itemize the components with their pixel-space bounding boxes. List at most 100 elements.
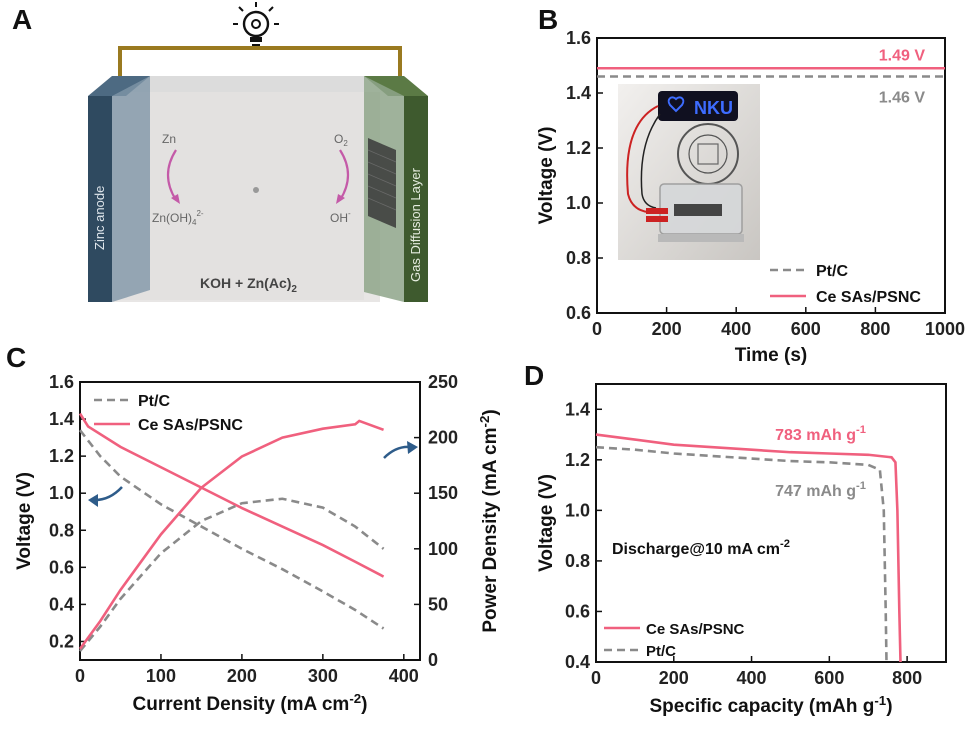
x-tick-label: 800: [860, 319, 890, 339]
gas-diffusion-layer-front: [404, 96, 428, 302]
y-tick-label: 1.4: [49, 409, 74, 429]
cathode-reaction-arrow: [339, 149, 350, 201]
y-tick-label: 1.4: [565, 399, 590, 419]
zincate-label: Zn(OH): [152, 211, 192, 225]
legend-label-ce: Ce SAs/PSNC: [138, 417, 243, 434]
x-tick-label: 100: [146, 666, 176, 686]
y-axis-label: Voltage (V): [536, 127, 557, 225]
x-tick-label: 200: [227, 666, 257, 686]
legend-label-pt: Pt/C: [816, 263, 848, 280]
x-axis-label: Time (s): [735, 345, 808, 366]
panel-letter-d: D: [524, 360, 545, 391]
y-tick-label: 0.8: [565, 551, 590, 571]
x-tick-label: 600: [814, 668, 844, 688]
zincate-sub: 4: [192, 218, 197, 227]
electrolyte-label: KOH + Zn(Ac): [200, 275, 291, 291]
y-tick-label: 0.6: [566, 303, 591, 323]
svg-text:KOH + Zn(Ac)2: KOH + Zn(Ac)2: [200, 275, 297, 295]
o2-label: O: [334, 132, 343, 146]
panel-letter-b: B: [538, 4, 559, 35]
x-tick-label: 400: [721, 319, 751, 339]
x-tick-label: 0: [75, 666, 85, 686]
y-tick-label: 1.2: [49, 446, 74, 466]
zn-label: Zn: [162, 132, 176, 146]
legend-label-pt: Pt/C: [138, 393, 170, 410]
y-tick-label: 0.8: [566, 248, 591, 268]
y-axis-label: Voltage (V): [14, 472, 35, 570]
zinc-anode-front: [88, 96, 112, 302]
light-bulb-icon: [233, 2, 279, 47]
y-tick-label: 1.2: [565, 450, 590, 470]
y-tick-label: 0.2: [49, 631, 74, 651]
legend-label-pt: Pt/C: [646, 643, 676, 660]
y2-tick-label: 50: [428, 594, 448, 614]
legend-label-ce: Ce SAs/PSNC: [816, 289, 921, 306]
y-tick-label: 0.4: [49, 594, 74, 614]
plot-frame-b: [596, 37, 946, 314]
x-tick-label: 600: [791, 319, 821, 339]
capacity-annotation-ce: 783 mAh g-1: [775, 424, 866, 444]
right-axis-arrowhead-icon: [407, 441, 418, 454]
left-axis-arrowhead-icon: [88, 494, 98, 507]
y2-tick-label: 200: [428, 428, 458, 448]
voltage-annotation-pt: 1.46 V: [879, 90, 926, 107]
oh-label: OH: [330, 211, 348, 225]
center-dot: [253, 187, 259, 193]
y-tick-label: 0.6: [565, 601, 590, 621]
zinc-anode-side: [112, 76, 150, 302]
y-tick-label: 1.4: [566, 83, 591, 103]
series-line-ce-sas-psnc-power: [78, 419, 385, 650]
anode-arrow-head: [171, 194, 180, 204]
plot-frame-c: [79, 381, 421, 661]
x-axis-label: Current Density (mA cm-2): [133, 691, 368, 715]
x-tick-label: 400: [389, 666, 419, 686]
zincate-sup: 2-: [196, 209, 203, 218]
y2-tick-label: 0: [428, 650, 438, 670]
svg-text:OH-: OH-: [330, 209, 351, 225]
panel-letter-a: A: [12, 4, 33, 35]
y-tick-label: 1.6: [49, 372, 74, 392]
x-tick-label: 0: [591, 668, 601, 688]
svg-text:Zn(OH)42-: Zn(OH)42-: [152, 209, 204, 227]
y-tick-label: 1.2: [566, 138, 591, 158]
y-tick-label: 1.0: [566, 193, 591, 213]
y-tick-label: 1.0: [565, 500, 590, 520]
plot-frame-d: [595, 383, 947, 663]
legend-label-ce: Ce SAs/PSNC: [646, 621, 745, 638]
voltage-annotation-ce: 1.49 V: [879, 47, 926, 64]
y2-axis-label: Power Density (mA cm-2): [477, 409, 501, 632]
x-tick-label: 200: [659, 668, 689, 688]
x-axis-label: Specific capacity (mAh g-1): [649, 693, 892, 717]
cell-body: [100, 92, 380, 302]
y2-tick-label: 100: [428, 539, 458, 559]
external-circuit-wire: [118, 46, 402, 96]
y-axis-label: Voltage (V): [536, 474, 557, 572]
cathode-arrow-head: [336, 194, 345, 204]
series-line-ce-sas-psnc: [595, 433, 902, 663]
y-tick-label: 0.4: [565, 652, 590, 672]
x-tick-label: 400: [737, 668, 767, 688]
discharge-condition-label: Discharge@10 mA cm-2: [612, 538, 790, 558]
o2-sub: 2: [343, 139, 348, 148]
catalyst-pattern: [368, 138, 396, 228]
oh-sup: -: [348, 209, 351, 218]
x-tick-label: 300: [308, 666, 338, 686]
svg-text:O2: O2: [334, 132, 348, 148]
panel-letter-c: C: [6, 342, 27, 373]
zinc-anode-label: Zinc anode: [92, 186, 107, 250]
capacity-annotation-pt: 747 mAh g-1: [775, 480, 866, 500]
x-tick-label: 200: [652, 319, 682, 339]
gas-diffusion-layer-top: [364, 76, 428, 96]
gas-diffusion-layer-label: Gas Diffusion Layer: [408, 167, 423, 282]
x-tick-label: 0: [592, 319, 602, 339]
series-line-pt-c-power: [78, 497, 385, 652]
anode-reaction-arrow: [166, 149, 177, 201]
y2-tick-label: 250: [428, 372, 458, 392]
y-tick-label: 0.6: [49, 557, 74, 577]
series-line-pt-c: [595, 445, 888, 663]
electrolyte-sub: 2: [291, 284, 297, 295]
